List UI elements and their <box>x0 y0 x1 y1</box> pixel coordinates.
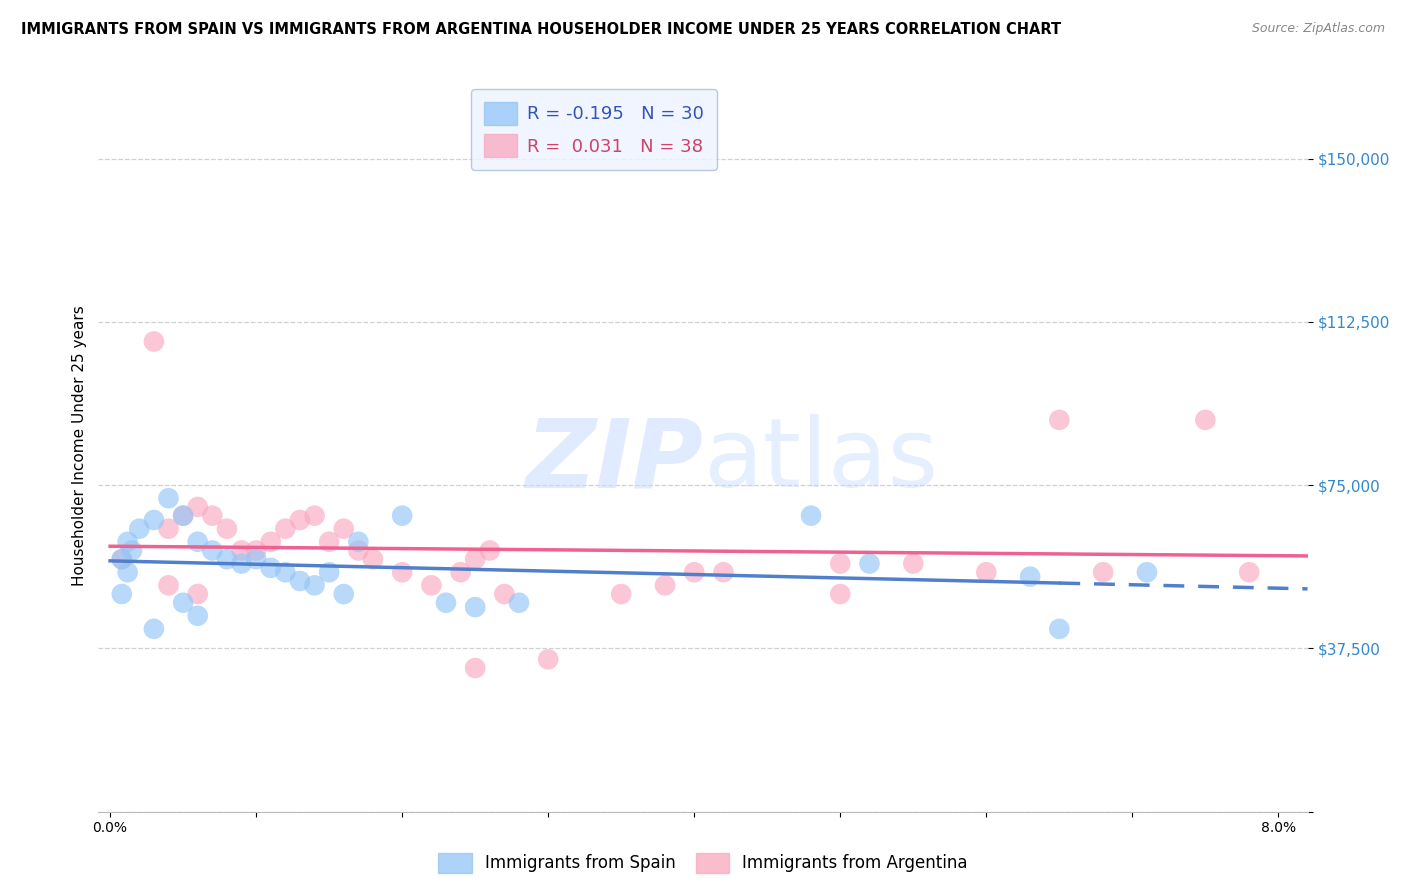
Point <box>1194 413 1216 427</box>
Point <box>1047 622 1070 636</box>
Point <box>1136 566 1159 580</box>
Point <box>111 552 134 566</box>
Point <box>274 566 297 580</box>
Point <box>111 587 134 601</box>
Point <box>1237 566 1260 580</box>
Point <box>713 566 735 580</box>
Point <box>391 566 413 580</box>
Point <box>683 566 706 580</box>
Point <box>332 522 354 536</box>
Point <box>1019 569 1042 583</box>
Point <box>142 513 165 527</box>
Text: Source: ZipAtlas.com: Source: ZipAtlas.com <box>1251 22 1385 36</box>
Point <box>117 534 139 549</box>
Point <box>450 566 472 580</box>
Point <box>274 522 297 536</box>
Point <box>172 508 194 523</box>
Point <box>974 566 997 580</box>
Text: atlas: atlas <box>703 414 938 508</box>
Point <box>187 500 209 514</box>
Legend: R = -0.195   N = 30, R =  0.031   N = 38: R = -0.195 N = 30, R = 0.031 N = 38 <box>471 89 717 170</box>
Point <box>142 334 165 349</box>
Point <box>128 522 150 536</box>
Point <box>434 596 457 610</box>
Point <box>800 508 823 523</box>
Point <box>260 534 283 549</box>
Point <box>201 543 224 558</box>
Point <box>464 600 486 615</box>
Point <box>332 587 354 601</box>
Point <box>654 578 676 592</box>
Point <box>172 508 194 523</box>
Point <box>245 552 267 566</box>
Point <box>903 557 925 571</box>
Legend: Immigrants from Spain, Immigrants from Argentina: Immigrants from Spain, Immigrants from A… <box>432 847 974 880</box>
Point <box>121 543 143 558</box>
Point <box>231 557 253 571</box>
Point <box>117 566 139 580</box>
Point <box>231 543 253 558</box>
Text: ZIP: ZIP <box>524 414 703 508</box>
Point <box>494 587 516 601</box>
Point <box>260 561 283 575</box>
Point <box>347 534 370 549</box>
Point <box>215 552 238 566</box>
Point <box>858 557 880 571</box>
Point <box>142 622 165 636</box>
Point <box>187 587 209 601</box>
Point <box>304 578 326 592</box>
Point <box>157 491 180 506</box>
Point <box>361 552 384 566</box>
Point <box>610 587 633 601</box>
Y-axis label: Householder Income Under 25 years: Householder Income Under 25 years <box>72 306 87 586</box>
Point <box>391 508 413 523</box>
Point <box>420 578 443 592</box>
Point <box>187 534 209 549</box>
Point <box>318 566 340 580</box>
Point <box>508 596 530 610</box>
Point <box>537 652 560 666</box>
Point <box>464 661 486 675</box>
Point <box>111 552 134 566</box>
Point <box>215 522 238 536</box>
Point <box>1092 566 1115 580</box>
Point <box>347 543 370 558</box>
Point <box>245 543 267 558</box>
Point <box>830 587 852 601</box>
Point <box>464 552 486 566</box>
Point <box>288 513 311 527</box>
Point <box>304 508 326 523</box>
Point <box>172 596 194 610</box>
Point <box>187 608 209 623</box>
Point <box>318 534 340 549</box>
Point <box>201 508 224 523</box>
Text: IMMIGRANTS FROM SPAIN VS IMMIGRANTS FROM ARGENTINA HOUSEHOLDER INCOME UNDER 25 Y: IMMIGRANTS FROM SPAIN VS IMMIGRANTS FROM… <box>21 22 1062 37</box>
Point <box>1047 413 1070 427</box>
Point <box>478 543 501 558</box>
Point <box>157 522 180 536</box>
Point <box>157 578 180 592</box>
Point <box>830 557 852 571</box>
Point <box>288 574 311 588</box>
